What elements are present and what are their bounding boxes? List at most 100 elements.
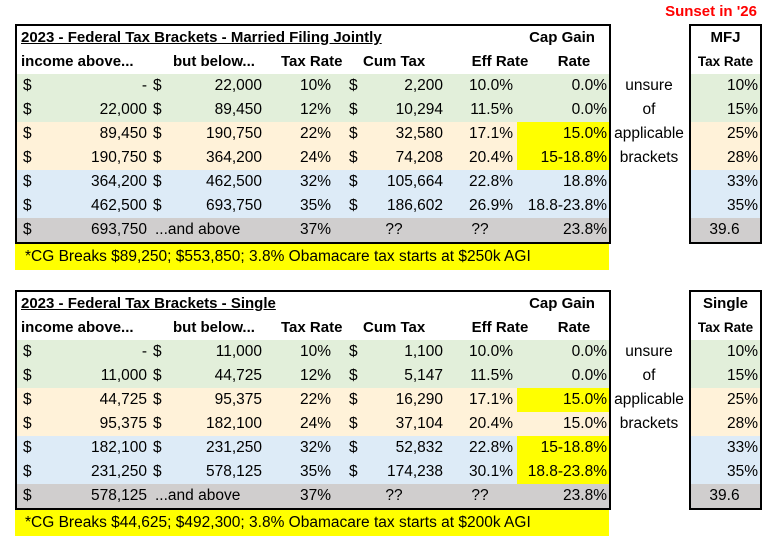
bracket-note: unsure of applicable brackets — [609, 74, 689, 170]
income-above-value: 693,750 — [90, 221, 147, 238]
income-dollar-sign: $ — [23, 197, 32, 214]
below-dollar-sign: $ — [153, 173, 162, 190]
sunset-header: Single — [702, 295, 748, 312]
sunset-rate-value: 15% — [691, 98, 760, 122]
eff-rate-value: 11.5% — [470, 101, 513, 118]
below-dollar-sign: $ — [153, 391, 162, 408]
cum-tax-dollar-sign: $ — [349, 197, 358, 214]
tax-rate-value: 32% — [299, 439, 331, 456]
table-row: $190,750 $364,200 24% $74,208 20.4% 15-18.8% — [17, 146, 609, 170]
but-below-value: 182,100 — [205, 415, 262, 432]
cum-tax-dollar-sign: $ — [349, 391, 358, 408]
tax-rate-value: 22% — [299, 125, 331, 142]
below-dollar-sign: $ — [153, 77, 162, 94]
cap-gain-rate-value: 0.0% — [571, 367, 607, 384]
footnote: *CG Breaks $44,625; $492,300; 3.8% Obama… — [15, 510, 609, 536]
income-dollar-sign: $ — [23, 149, 32, 166]
cap-gain-header: Cap Gain — [529, 295, 595, 312]
cum-tax-value: 174,238 — [386, 463, 443, 480]
bracket-note-line: of — [642, 367, 656, 384]
header-row: income above... but below... Tax Rate Cum T… — [17, 50, 609, 74]
table-row: $ - $11,000 10% $1,100 10.0% 0.0% — [17, 340, 609, 364]
table-row: $231,250 $578,125 35% $174,238 30.1% 18.8-23.… — [17, 460, 609, 484]
table-row: $95,375 $182,100 24% $37,104 20.4% 15.0% — [17, 412, 609, 436]
income-dollar-sign: $ — [23, 487, 32, 504]
header-eff-rate: Eff Rate — [471, 53, 529, 70]
below-dollar-sign: $ — [153, 367, 162, 384]
cap-gain-header: Cap Gain — [529, 29, 595, 46]
table-title: 2023 - Federal Tax Brackets - Married Fi… — [21, 29, 382, 46]
header-income-above: income above... — [21, 319, 134, 336]
cap-gain-rate-value: 15-18.8% — [517, 436, 609, 460]
cap-gain-rate-value: 23.8% — [563, 487, 607, 504]
table-row: $364,200 $462,500 32% $105,664 22.8% 18.8% — [17, 170, 609, 194]
tax-rate-value: 10% — [299, 343, 331, 360]
income-above-value: 95,375 — [99, 415, 147, 432]
income-dollar-sign: $ — [23, 463, 32, 480]
but-below-value: ...and above — [155, 487, 241, 504]
header-cum-tax: Cum Tax — [363, 319, 426, 336]
cum-tax-value: 5,147 — [404, 367, 443, 384]
cum-tax-value: 1,100 — [404, 343, 443, 360]
bracket-note: unsure of applicable brackets — [609, 340, 689, 436]
cap-gain-rate-value: 18.8% — [563, 173, 607, 190]
table-title: 2023 - Federal Tax Brackets - Single — [21, 295, 276, 312]
but-below-value: 95,375 — [214, 391, 262, 408]
but-below-value: 44,725 — [214, 367, 262, 384]
below-dollar-sign: $ — [153, 197, 162, 214]
cum-tax-dollar-sign: $ — [349, 367, 358, 384]
bracket-note-line: of — [642, 101, 656, 118]
cum-tax-value: ?? — [385, 221, 403, 238]
income-above-value: 22,000 — [99, 101, 147, 118]
bracket-note-line: brackets — [619, 149, 679, 166]
income-above-value: 578,125 — [90, 487, 147, 504]
header-income-above: income above... — [21, 53, 134, 70]
bracket-note-line: unsure — [625, 77, 673, 94]
table-row: $22,000 $89,450 12% $10,294 11.5% 0.0% — [17, 98, 609, 122]
sunset-rate-value: 35% — [691, 194, 760, 218]
tax-rate-value: 10% — [299, 77, 331, 94]
tax-rate-value: 32% — [299, 173, 331, 190]
cum-tax-value: 2,200 — [404, 77, 443, 94]
below-dollar-sign: $ — [153, 463, 162, 480]
but-below-value: 364,200 — [205, 149, 262, 166]
eff-rate-value: 26.9% — [469, 197, 513, 214]
bracket-note-line: applicable — [614, 391, 684, 408]
cum-tax-dollar-sign: $ — [349, 415, 358, 432]
cum-tax-value: 186,602 — [386, 197, 443, 214]
income-dollar-sign: $ — [23, 125, 32, 142]
cap-gain-rate-value: 15.0% — [517, 122, 609, 146]
title-row: 2023 - Federal Tax Brackets - Married Fi… — [17, 26, 609, 50]
header-cg-rate: Rate — [557, 319, 591, 336]
tax-rate-value: 35% — [299, 197, 331, 214]
sunset-rate-value: 15% — [691, 364, 760, 388]
tax-rate-value: 24% — [299, 415, 331, 432]
eff-rate-value: 10.0% — [469, 77, 513, 94]
eff-rate-value: 22.8% — [469, 173, 513, 190]
header-eff-rate: Eff Rate — [471, 319, 529, 336]
income-above-value: 462,500 — [90, 197, 147, 214]
cum-tax-dollar-sign: $ — [349, 439, 358, 456]
income-above-value: 190,750 — [90, 149, 147, 166]
title-row: 2023 - Federal Tax Brackets - Single Cap … — [17, 292, 609, 316]
cap-gain-rate-value: 18.8-23.8% — [527, 197, 607, 214]
tax-rate-value: 37% — [299, 487, 331, 504]
income-dollar-sign: $ — [23, 439, 32, 456]
sunset-rate-value: 25% — [691, 122, 760, 146]
table-row: $44,725 $95,375 22% $16,290 17.1% 15.0% — [17, 388, 609, 412]
header-cum-tax: Cum Tax — [363, 53, 426, 70]
income-above-value: 182,100 — [90, 439, 147, 456]
sunset-rate-value: 28% — [691, 412, 760, 436]
cap-gain-rate-value: 23.8% — [563, 221, 607, 238]
tax-rate-value: 22% — [299, 391, 331, 408]
income-above-value: 11,000 — [100, 367, 147, 384]
but-below-value: 190,750 — [205, 125, 262, 142]
below-dollar-sign: $ — [153, 101, 162, 118]
below-dollar-sign: $ — [153, 343, 162, 360]
income-dollar-sign: $ — [23, 343, 32, 360]
eff-rate-value: 20.4% — [469, 149, 513, 166]
sunset-rate-value: 25% — [691, 388, 760, 412]
income-above-value: 89,450 — [99, 125, 147, 142]
cum-tax-dollar-sign: $ — [349, 173, 358, 190]
eff-rate-value: 20.4% — [469, 415, 513, 432]
